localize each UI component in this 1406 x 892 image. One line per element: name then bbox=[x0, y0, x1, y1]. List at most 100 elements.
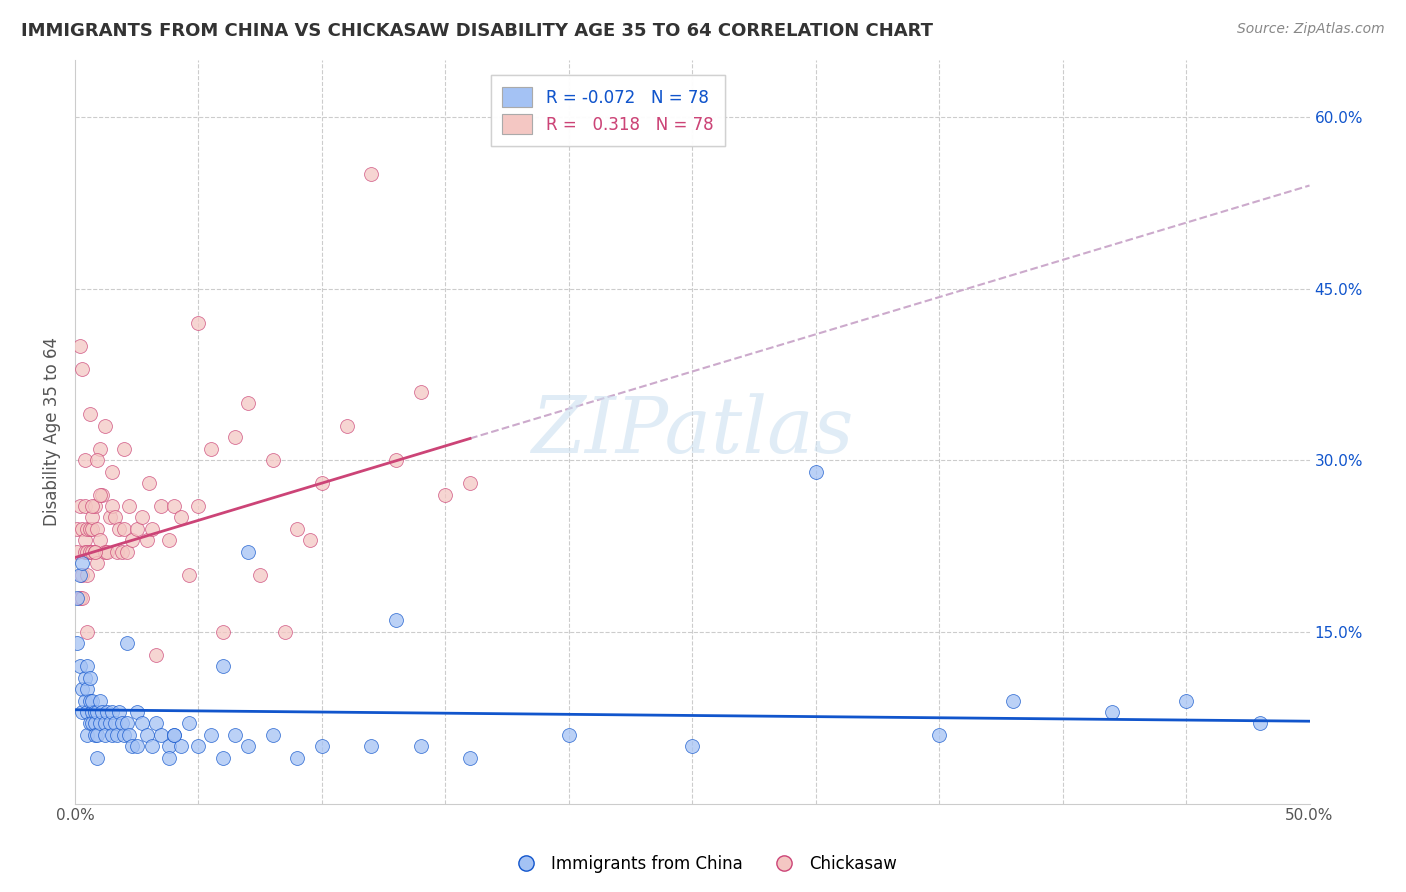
Point bbox=[66, 545, 89, 559]
Point bbox=[86, 453, 108, 467]
Point bbox=[177, 567, 200, 582]
Point bbox=[101, 728, 124, 742]
Point bbox=[73, 533, 96, 548]
Point bbox=[125, 522, 148, 536]
Point bbox=[103, 510, 125, 524]
Point bbox=[285, 522, 308, 536]
Point bbox=[285, 751, 308, 765]
Point bbox=[86, 705, 108, 719]
Point bbox=[150, 728, 173, 742]
Point bbox=[101, 705, 124, 719]
Point bbox=[1249, 716, 1271, 731]
Point bbox=[112, 522, 135, 536]
Point bbox=[69, 659, 91, 673]
Point bbox=[131, 510, 153, 524]
Point bbox=[93, 418, 115, 433]
Point bbox=[91, 487, 114, 501]
Point bbox=[73, 499, 96, 513]
Point bbox=[83, 545, 105, 559]
Point bbox=[125, 705, 148, 719]
Point bbox=[262, 453, 284, 467]
Point bbox=[409, 739, 432, 754]
Point bbox=[1175, 693, 1198, 707]
Point bbox=[76, 728, 98, 742]
Point bbox=[79, 522, 101, 536]
Point bbox=[105, 545, 128, 559]
Point bbox=[385, 614, 408, 628]
Point bbox=[115, 716, 138, 731]
Point bbox=[82, 510, 104, 524]
Point bbox=[83, 499, 105, 513]
Point bbox=[115, 545, 138, 559]
Point bbox=[69, 499, 91, 513]
Point bbox=[101, 499, 124, 513]
Point bbox=[89, 487, 111, 501]
Point bbox=[170, 510, 193, 524]
Point bbox=[336, 418, 359, 433]
Point bbox=[83, 545, 105, 559]
Point bbox=[157, 751, 180, 765]
Point bbox=[145, 648, 167, 662]
Point bbox=[170, 739, 193, 754]
Point bbox=[157, 739, 180, 754]
Point bbox=[73, 545, 96, 559]
Point bbox=[93, 716, 115, 731]
Point bbox=[212, 659, 235, 673]
Point bbox=[928, 728, 950, 742]
Point bbox=[73, 693, 96, 707]
Point bbox=[72, 556, 94, 570]
Point bbox=[163, 728, 186, 742]
Point bbox=[73, 671, 96, 685]
Point bbox=[103, 716, 125, 731]
Point bbox=[177, 716, 200, 731]
Point bbox=[76, 522, 98, 536]
Point bbox=[1101, 705, 1123, 719]
Point bbox=[82, 499, 104, 513]
Point bbox=[135, 533, 157, 548]
Point bbox=[69, 339, 91, 353]
Point bbox=[72, 567, 94, 582]
Point bbox=[66, 636, 89, 650]
Text: Source: ZipAtlas.com: Source: ZipAtlas.com bbox=[1237, 22, 1385, 37]
Point bbox=[86, 728, 108, 742]
Point bbox=[69, 567, 91, 582]
Point bbox=[458, 751, 481, 765]
Point bbox=[91, 705, 114, 719]
Point bbox=[360, 167, 382, 181]
Point bbox=[804, 465, 827, 479]
Point bbox=[93, 728, 115, 742]
Y-axis label: Disability Age 35 to 64: Disability Age 35 to 64 bbox=[44, 337, 60, 526]
Point bbox=[76, 659, 98, 673]
Point bbox=[1002, 693, 1025, 707]
Point bbox=[76, 682, 98, 697]
Legend: Immigrants from China, Chickasaw: Immigrants from China, Chickasaw bbox=[502, 848, 904, 880]
Point bbox=[121, 739, 143, 754]
Point bbox=[212, 624, 235, 639]
Point bbox=[82, 545, 104, 559]
Point bbox=[224, 430, 246, 444]
Point bbox=[112, 728, 135, 742]
Point bbox=[150, 499, 173, 513]
Point bbox=[298, 533, 321, 548]
Point bbox=[163, 499, 186, 513]
Point bbox=[83, 716, 105, 731]
Point bbox=[118, 728, 141, 742]
Point bbox=[121, 533, 143, 548]
Point bbox=[73, 453, 96, 467]
Point bbox=[681, 739, 703, 754]
Point bbox=[86, 522, 108, 536]
Point bbox=[82, 705, 104, 719]
Point bbox=[86, 751, 108, 765]
Point bbox=[111, 545, 134, 559]
Point bbox=[135, 728, 157, 742]
Point bbox=[89, 442, 111, 456]
Point bbox=[138, 476, 160, 491]
Point bbox=[125, 739, 148, 754]
Point bbox=[434, 487, 457, 501]
Point bbox=[108, 522, 131, 536]
Point bbox=[86, 556, 108, 570]
Point bbox=[224, 728, 246, 742]
Point bbox=[76, 545, 98, 559]
Point bbox=[118, 499, 141, 513]
Point bbox=[249, 567, 271, 582]
